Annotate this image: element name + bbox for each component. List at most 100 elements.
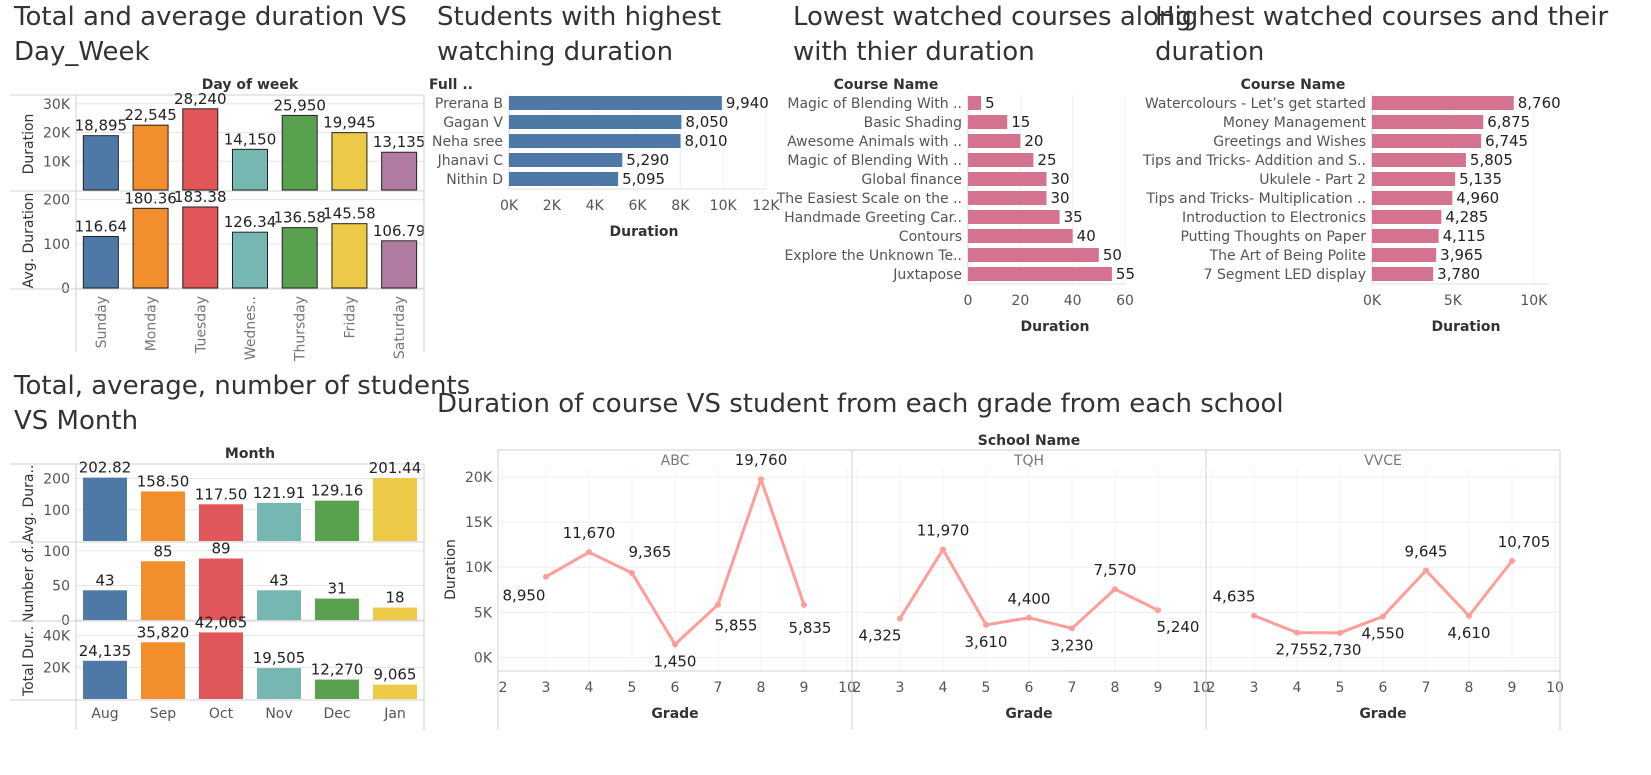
- header-label: School Name: [978, 433, 1081, 449]
- data-label: 50: [1103, 246, 1122, 264]
- data-label: 3,965: [1440, 246, 1483, 264]
- bar: [509, 153, 623, 167]
- data-label: 9,940: [726, 94, 769, 112]
- tick-label: 9: [800, 680, 809, 696]
- axis-title: Grade: [1005, 706, 1052, 722]
- category-label: Thursday: [293, 296, 309, 362]
- bar: [199, 632, 243, 699]
- tick-label: 10K: [1520, 293, 1548, 309]
- category-label: Contours: [899, 229, 962, 245]
- category-label: Tuesday: [193, 296, 209, 354]
- tick-label: 30K: [43, 97, 71, 113]
- data-label: 43: [95, 571, 114, 589]
- data-label: 35,820: [137, 623, 190, 641]
- tick-label: 10K: [710, 198, 738, 214]
- data-label: 30: [1051, 189, 1070, 207]
- bar: [968, 172, 1047, 186]
- bar: [82, 135, 119, 191]
- category-label: Neha sree: [432, 134, 503, 150]
- bar: [132, 207, 169, 289]
- tick-label: 5: [1336, 680, 1345, 696]
- data-label: 2,755: [1276, 641, 1319, 659]
- bar: [257, 502, 301, 541]
- tick-label: 100: [43, 503, 70, 519]
- data-point: [1337, 629, 1343, 636]
- tick-label: 60: [1116, 293, 1134, 309]
- data-label: 8,010: [685, 132, 728, 150]
- category-label: Sunday: [94, 296, 110, 348]
- data-point: [715, 601, 721, 608]
- tick-label: 20K: [43, 660, 71, 676]
- bar: [315, 598, 359, 620]
- category-label: Awesome Animals with ..: [787, 134, 962, 150]
- data-label: 2,730: [1319, 641, 1362, 659]
- bar: [1372, 229, 1439, 243]
- data-label: 40: [1077, 227, 1096, 245]
- tick-label: 10: [838, 680, 856, 696]
- axis-title: Avg. Dura..: [21, 465, 37, 543]
- bar: [232, 148, 268, 191]
- data-label: 1,450: [654, 652, 697, 670]
- data-label: 5,095: [622, 170, 665, 188]
- data-label: 5,805: [1470, 151, 1513, 169]
- category-label: Basic Shading: [864, 115, 962, 131]
- data-point: [801, 601, 807, 608]
- tick-label: 12K: [753, 198, 781, 214]
- data-point: [983, 621, 989, 628]
- data-label: 19,505: [253, 649, 306, 667]
- title-line: Day_Week: [14, 37, 150, 67]
- data-label: 9,645: [1405, 542, 1448, 560]
- axis-title: Duration: [1431, 319, 1500, 335]
- data-label: 42,065: [195, 613, 248, 631]
- bar: [83, 477, 127, 541]
- data-label: 8,050: [685, 113, 728, 131]
- data-label: 5,855: [715, 617, 758, 635]
- category-label: Introduction to Electronics: [1182, 210, 1366, 226]
- title-lowest: Lowest watched courses along with thier …: [793, 0, 1192, 70]
- data-label: 183.38: [174, 188, 227, 206]
- category-label: Jan: [383, 706, 406, 722]
- title-line: Total and average duration VS: [14, 2, 407, 32]
- data-label: 43: [269, 571, 288, 589]
- data-label: 11,970: [917, 521, 970, 539]
- data-label: 8,760: [1518, 94, 1561, 112]
- data-label: 30: [1051, 170, 1070, 188]
- tick-label: 4: [1293, 680, 1302, 696]
- data-label: 3,230: [1051, 636, 1094, 654]
- tick-label: 3: [896, 680, 905, 696]
- tick-label: 9: [1154, 680, 1163, 696]
- category-label: Gagan V: [443, 115, 503, 131]
- tick-label: 2K: [543, 198, 562, 214]
- header-label: Day of week: [202, 77, 299, 93]
- panel-label: TQH: [1013, 453, 1044, 469]
- category-label: The Art of Being Polite: [1209, 248, 1366, 264]
- title-line: Total, average, number of students: [14, 371, 471, 401]
- title-line: Students with highest: [437, 2, 722, 32]
- bar: [331, 223, 368, 289]
- data-point: [1423, 567, 1429, 574]
- data-label: 55: [1116, 265, 1135, 283]
- category-label: Explore the Unknown Te..: [784, 248, 962, 264]
- data-label: 202.82: [79, 459, 132, 477]
- tick-label: 2: [853, 680, 862, 696]
- data-label: 5,135: [1459, 170, 1502, 188]
- tick-label: 0K: [500, 198, 519, 214]
- data-point: [1466, 612, 1472, 619]
- tick-label: 3: [1250, 680, 1259, 696]
- bar: [381, 151, 418, 191]
- data-point: [1509, 557, 1515, 564]
- tick-label: 200: [43, 472, 70, 488]
- category-label: Prerana B: [435, 96, 503, 112]
- data-label: 5,240: [1157, 618, 1200, 636]
- tick-label: 7: [1422, 680, 1431, 696]
- bar: [968, 134, 1021, 148]
- data-label: 19,945: [323, 114, 376, 132]
- bar: [1372, 96, 1514, 110]
- data-point: [1294, 629, 1300, 636]
- data-label: 4,635: [1213, 588, 1256, 606]
- category-label: Nithin D: [446, 172, 503, 188]
- category-label: Putting Thoughts on Paper: [1180, 229, 1366, 245]
- data-label: 106.79: [373, 222, 426, 240]
- data-label: 85: [153, 542, 172, 560]
